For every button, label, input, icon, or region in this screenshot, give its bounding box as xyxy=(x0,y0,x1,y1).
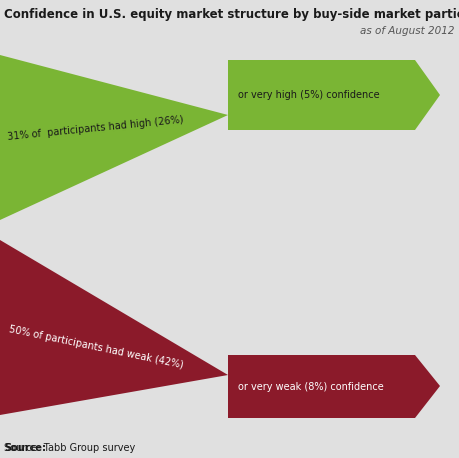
Text: Confidence in U.S. equity market structure by buy-side market participants: Confidence in U.S. equity market structu… xyxy=(4,8,459,21)
Polygon shape xyxy=(228,60,440,130)
Polygon shape xyxy=(228,355,440,418)
Text: as of August 2012: as of August 2012 xyxy=(360,26,455,36)
Text: Source: Tabb Group survey: Source: Tabb Group survey xyxy=(4,443,135,453)
Text: 50% of participants had weak (42%): 50% of participants had weak (42%) xyxy=(8,324,184,371)
Text: or very high (5%) confidence: or very high (5%) confidence xyxy=(238,90,380,100)
Text: Source:: Source: xyxy=(4,443,46,453)
Text: or very weak (8%) confidence: or very weak (8%) confidence xyxy=(238,382,384,392)
Text: 31% of  participants had high (26%): 31% of participants had high (26%) xyxy=(7,114,184,142)
Polygon shape xyxy=(0,55,228,220)
Polygon shape xyxy=(0,240,228,415)
